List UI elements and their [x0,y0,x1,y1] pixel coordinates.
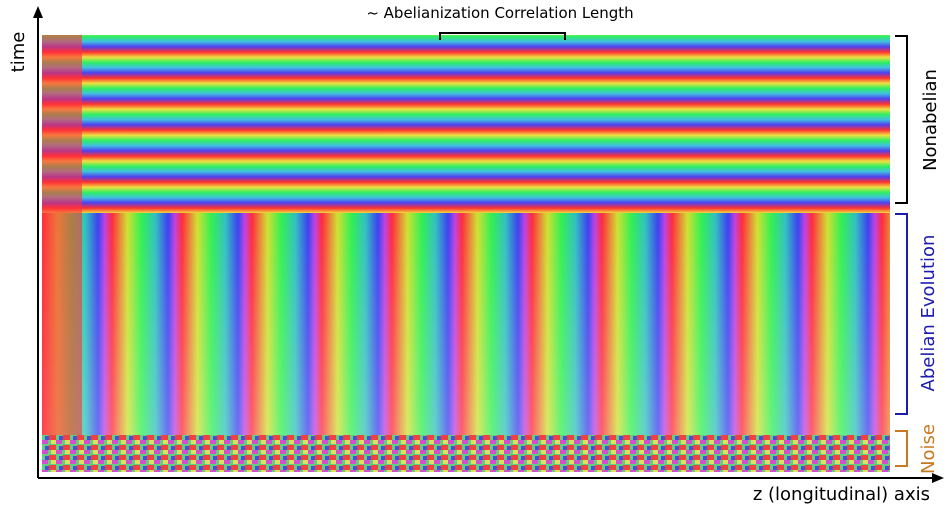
simulation-image [42,35,890,472]
y-axis-label: time [8,32,29,73]
nonabelian-bracket [895,35,908,204]
x-arrow [932,473,944,483]
top-bracket [439,32,566,40]
region-label: Abelian Evolution [918,235,939,392]
region-label: Nonabelian [920,69,941,171]
top-annotation: ~ Abelianization Correlation Length [366,4,633,22]
y-arrow [33,6,43,18]
abelian-bracket [895,213,908,415]
axes [37,16,932,479]
noise-bracket [895,430,908,467]
region-label: Noise [918,424,939,474]
x-axis-label: z (longitudinal) axis [753,484,930,505]
